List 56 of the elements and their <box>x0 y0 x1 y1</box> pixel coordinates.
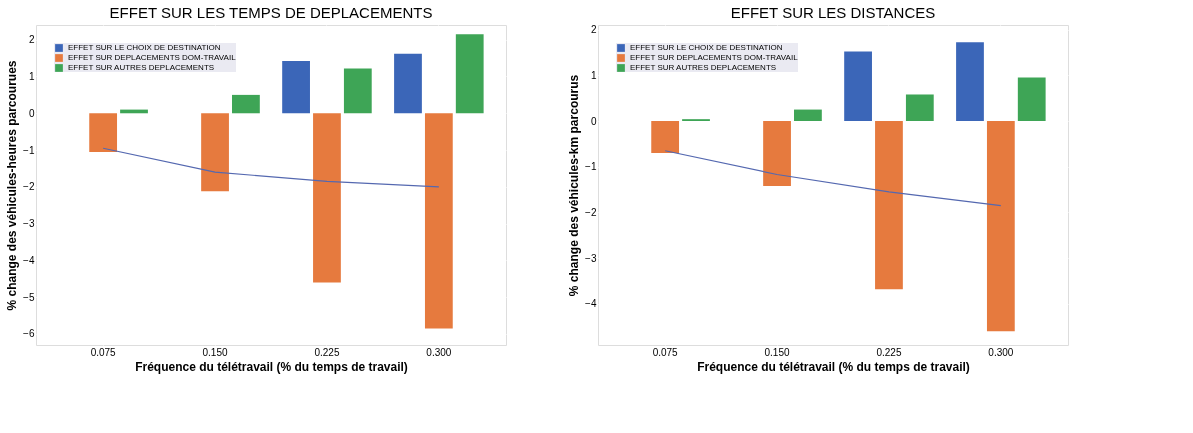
x-tick-label: 0.150 <box>202 346 228 358</box>
x-tick-label: 0.075 <box>90 346 117 358</box>
y-axis-title: % change des véhicules-km parcourus <box>567 74 582 297</box>
bar <box>394 53 422 114</box>
bar <box>201 113 229 192</box>
x-tick-label: 0.300 <box>426 346 452 358</box>
legend-label: EFFET SUR AUTRES DEPLACEMENTS <box>68 63 215 72</box>
bar <box>1017 77 1046 121</box>
bar <box>313 113 341 283</box>
legend-label: EFFET SUR LE CHOIX DE DESTINATION <box>68 43 221 52</box>
y-tick-label: 0 <box>590 115 597 127</box>
bar <box>282 61 310 114</box>
x-axis-title: Fréquence du télétravail (% du temps de travail) <box>697 359 970 374</box>
y-tick-label: 1 <box>28 70 35 82</box>
y-tick-label: −1 <box>585 161 597 173</box>
y-tick-label: −5 <box>23 291 35 303</box>
line-series <box>664 150 1002 207</box>
x-tick-label: 0.150 <box>764 346 790 358</box>
y-tick-label: 1 <box>590 69 597 81</box>
bar <box>763 121 791 186</box>
bar <box>424 113 453 329</box>
bar <box>89 113 118 152</box>
y-tick-label: −6 <box>23 328 35 340</box>
bar <box>794 109 822 121</box>
bar <box>986 121 1015 332</box>
chart-title: EFFET SUR LES TEMPS DE DEPLACEMENTS <box>109 4 433 21</box>
chart-title: EFFET SUR LES DISTANCES <box>730 3 936 21</box>
y-tick-label: 0 <box>28 107 35 119</box>
y-tick-label: −3 <box>23 218 35 230</box>
legend-label: EFFET SUR DEPLACEMENTS DOM-TRAVAIL <box>68 53 237 62</box>
bar <box>343 68 372 114</box>
y-tick-label: 2 <box>28 34 35 46</box>
y-axis-title: % change des véhicules-heures parcourues <box>5 60 20 311</box>
y-tick-label: −2 <box>23 181 35 193</box>
x-tick-label: 0.075 <box>652 346 679 358</box>
x-tick-label: 0.225 <box>876 346 902 358</box>
y-tick-label: −4 <box>23 254 35 266</box>
bar <box>875 121 903 290</box>
y-tick-label: 2 <box>590 24 597 36</box>
bar <box>455 34 484 114</box>
x-axis-title: Fréquence du télétravail (% du temps de travail) <box>135 359 408 374</box>
line-series <box>102 147 440 188</box>
x-tick-label: 0.225 <box>314 346 340 358</box>
y-tick-label: −4 <box>585 298 597 310</box>
legend-label: EFFET SUR DEPLACEMENTS DOM-TRAVAIL <box>630 53 799 62</box>
y-tick-label: −1 <box>23 144 35 156</box>
bar <box>905 94 934 121</box>
y-tick-label: −2 <box>585 206 597 218</box>
bar <box>844 51 872 121</box>
x-tick-label: 0.300 <box>988 346 1014 358</box>
legend-label: EFFET SUR LE CHOIX DE DESTINATION <box>630 43 783 52</box>
bar <box>651 121 680 153</box>
y-tick-label: −3 <box>585 252 597 264</box>
bar <box>232 94 260 114</box>
bar <box>956 42 984 121</box>
legend-label: EFFET SUR AUTRES DEPLACEMENTS <box>630 63 777 72</box>
